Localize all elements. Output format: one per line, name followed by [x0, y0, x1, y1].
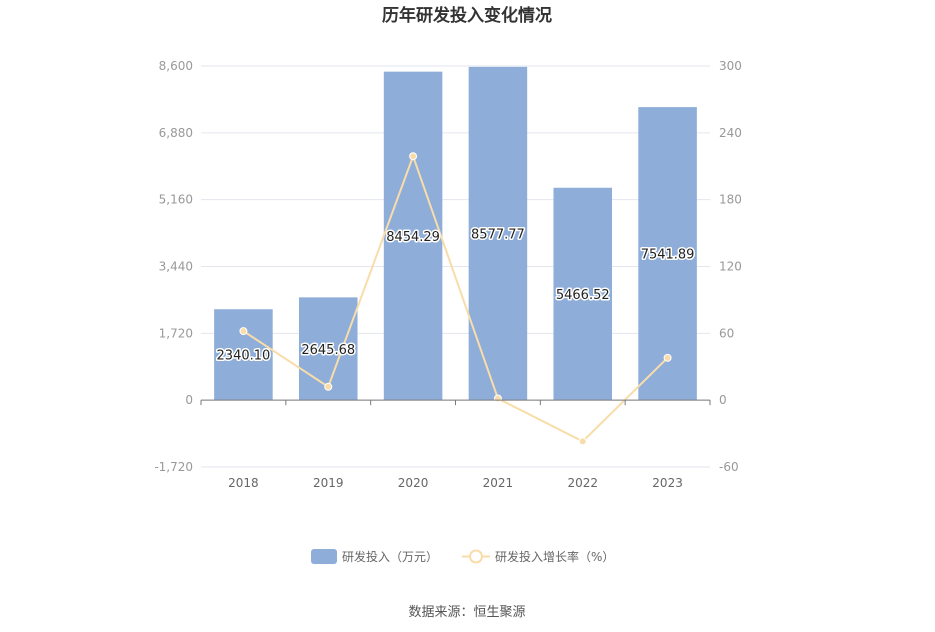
bar[interactable]	[214, 309, 273, 401]
grid-lines	[201, 65, 710, 468]
legend-bar-swatch	[311, 549, 337, 564]
y-right-tick-label: 180	[719, 193, 742, 207]
bar-data-label: 8454.29	[386, 230, 440, 245]
x-tick-label: 2020	[398, 476, 429, 490]
growth-rate-point[interactable]	[239, 327, 248, 336]
bar-data-label: 7541.89	[641, 248, 695, 263]
y-right-tick-label: 240	[719, 126, 742, 140]
y-right-tick-label: 120	[719, 260, 742, 274]
y-right-tick-label: 0	[719, 393, 727, 407]
growth-rate-point[interactable]	[493, 394, 502, 403]
y-left-tick-label: 3,440	[159, 260, 193, 274]
x-axis: 2018 2019 2020 2021 2022 2023	[200, 399, 711, 490]
growth-rate-point[interactable]	[409, 152, 418, 161]
legend[interactable]: 研发投入（万元） 研发投入增长率（%）	[311, 549, 614, 564]
legend-bar-label: 研发投入（万元）	[342, 549, 438, 564]
chart-title: 历年研发投入变化情况	[382, 5, 552, 26]
y-right-tick-label: 300	[719, 59, 742, 73]
x-tick-label: 2021	[483, 476, 514, 490]
legend-line-label: 研发投入增长率（%）	[495, 549, 614, 564]
x-tick-label: 2019	[313, 476, 344, 490]
y-left-tick-label: 1,720	[159, 326, 193, 340]
bar-data-label: 8577.77	[471, 228, 525, 243]
y-left-tick-label: 0	[185, 393, 193, 407]
bar-data-label: 2340.10	[217, 349, 271, 364]
line-series	[239, 152, 672, 446]
data-source: 数据来源：恒生聚源	[408, 605, 525, 620]
legend-item-line[interactable]: 研发投入增长率（%）	[462, 549, 614, 564]
growth-rate-line	[242, 153, 669, 443]
y-left-tick-label: 5,160	[159, 193, 193, 207]
legend-item-bar[interactable]: 研发投入（万元）	[311, 549, 438, 564]
y-axis-left: 8,600 6,880 5,160 3,440 1,720 0 -1,720	[154, 59, 193, 474]
y-left-tick-label: 6,880	[159, 126, 193, 140]
y-right-tick-label: 60	[719, 326, 734, 340]
bar-series	[214, 66, 697, 401]
bar[interactable]	[553, 187, 613, 401]
bar[interactable]	[638, 107, 697, 401]
y-left-tick-label: 8,600	[159, 59, 193, 73]
bar[interactable]	[383, 71, 443, 401]
bar-labels: 2340.10 2645.68 8454.29 8577.77 5466.52 7541.…	[215, 226, 696, 365]
y-left-tick-label: -1,720	[154, 460, 193, 474]
y-right-tick-label: -60	[719, 460, 739, 474]
x-tick-label: 2023	[652, 476, 683, 490]
x-tick-label: 2018	[228, 476, 259, 490]
bar-data-label: 5466.52	[556, 288, 610, 303]
bar-data-label: 2645.68	[301, 343, 355, 358]
y-axis-right: 300 240 180 120 60 0 -60	[719, 59, 742, 474]
growth-rate-point[interactable]	[663, 353, 672, 362]
growth-rate-point[interactable]	[578, 437, 587, 446]
x-tick-label: 2022	[567, 476, 598, 490]
growth-rate-point[interactable]	[324, 382, 333, 391]
legend-line-marker	[469, 549, 483, 564]
